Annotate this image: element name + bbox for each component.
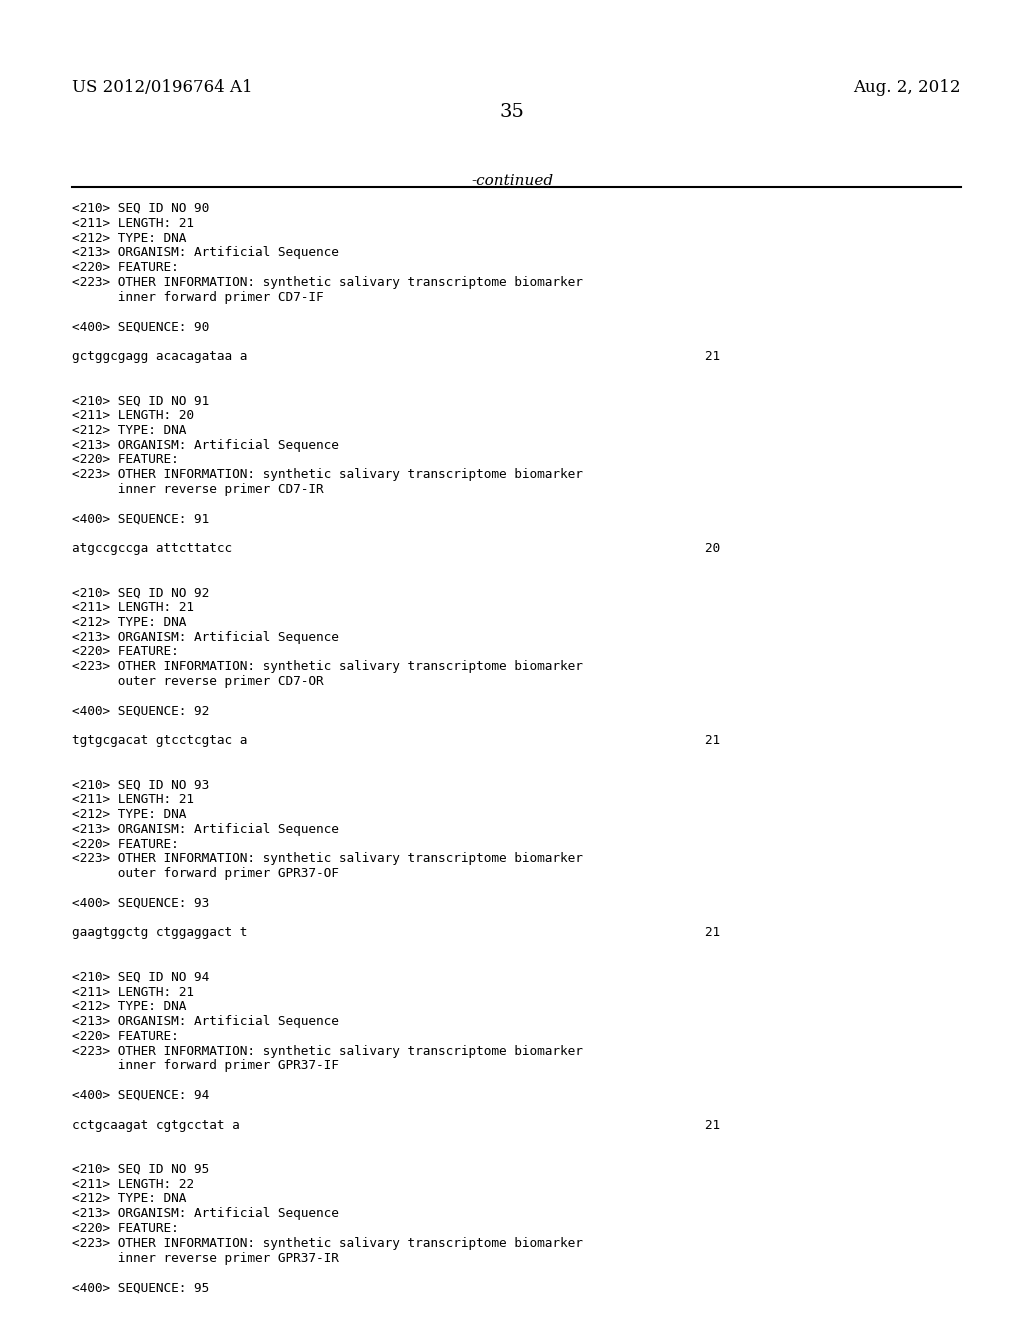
Text: <213> ORGANISM: Artificial Sequence: <213> ORGANISM: Artificial Sequence [72,822,339,836]
Text: outer reverse primer CD7-OR: outer reverse primer CD7-OR [72,675,324,688]
Text: <400> SEQUENCE: 94: <400> SEQUENCE: 94 [72,1089,209,1102]
Text: <400> SEQUENCE: 95: <400> SEQUENCE: 95 [72,1282,209,1294]
Text: <220> FEATURE:: <220> FEATURE: [72,838,178,850]
Text: <211> LENGTH: 21: <211> LENGTH: 21 [72,601,194,614]
Text: cctgcaagat cgtgcctat a                                                          : cctgcaagat cgtgcctat a [72,1118,720,1131]
Text: gctggcgagg acacagataa a                                                         : gctggcgagg acacagataa a [72,350,720,363]
Text: <213> ORGANISM: Artificial Sequence: <213> ORGANISM: Artificial Sequence [72,631,339,644]
Text: inner reverse primer GPR37-IR: inner reverse primer GPR37-IR [72,1251,339,1265]
Text: <220> FEATURE:: <220> FEATURE: [72,1222,178,1236]
Text: <223> OTHER INFORMATION: synthetic salivary transcriptome biomarker: <223> OTHER INFORMATION: synthetic saliv… [72,1044,583,1057]
Text: <223> OTHER INFORMATION: synthetic salivary transcriptome biomarker: <223> OTHER INFORMATION: synthetic saliv… [72,276,583,289]
Text: <223> OTHER INFORMATION: synthetic salivary transcriptome biomarker: <223> OTHER INFORMATION: synthetic saliv… [72,660,583,673]
Text: <212> TYPE: DNA: <212> TYPE: DNA [72,616,186,628]
Text: <223> OTHER INFORMATION: synthetic salivary transcriptome biomarker: <223> OTHER INFORMATION: synthetic saliv… [72,1237,583,1250]
Text: atgccgccga attcttatcc                                                           : atgccgccga attcttatcc [72,543,720,554]
Text: <211> LENGTH: 21: <211> LENGTH: 21 [72,216,194,230]
Text: <213> ORGANISM: Artificial Sequence: <213> ORGANISM: Artificial Sequence [72,1208,339,1220]
Text: <210> SEQ ID NO 91: <210> SEQ ID NO 91 [72,395,209,407]
Text: <212> TYPE: DNA: <212> TYPE: DNA [72,1001,186,1014]
Text: <223> OTHER INFORMATION: synthetic salivary transcriptome biomarker: <223> OTHER INFORMATION: synthetic saliv… [72,853,583,866]
Text: <210> SEQ ID NO 92: <210> SEQ ID NO 92 [72,586,209,599]
Text: <400> SEQUENCE: 92: <400> SEQUENCE: 92 [72,705,209,718]
Text: Aug. 2, 2012: Aug. 2, 2012 [853,79,961,96]
Text: <210> SEQ ID NO 94: <210> SEQ ID NO 94 [72,970,209,983]
Text: <211> LENGTH: 20: <211> LENGTH: 20 [72,409,194,422]
Text: inner forward primer CD7-IF: inner forward primer CD7-IF [72,290,324,304]
Text: <400> SEQUENCE: 90: <400> SEQUENCE: 90 [72,321,209,333]
Text: <223> OTHER INFORMATION: synthetic salivary transcriptome biomarker: <223> OTHER INFORMATION: synthetic saliv… [72,469,583,480]
Text: <211> LENGTH: 21: <211> LENGTH: 21 [72,793,194,807]
Text: <211> LENGTH: 22: <211> LENGTH: 22 [72,1177,194,1191]
Text: <210> SEQ ID NO 95: <210> SEQ ID NO 95 [72,1163,209,1176]
Text: tgtgcgacat gtcctcgtac a                                                         : tgtgcgacat gtcctcgtac a [72,734,720,747]
Text: <210> SEQ ID NO 90: <210> SEQ ID NO 90 [72,202,209,215]
Text: -continued: -continued [471,174,553,189]
Text: 35: 35 [500,103,524,121]
Text: <400> SEQUENCE: 93: <400> SEQUENCE: 93 [72,896,209,909]
Text: <400> SEQUENCE: 91: <400> SEQUENCE: 91 [72,512,209,525]
Text: inner reverse primer CD7-IR: inner reverse primer CD7-IR [72,483,324,496]
Text: outer forward primer GPR37-OF: outer forward primer GPR37-OF [72,867,339,880]
Text: <211> LENGTH: 21: <211> LENGTH: 21 [72,986,194,998]
Text: US 2012/0196764 A1: US 2012/0196764 A1 [72,79,252,96]
Text: <213> ORGANISM: Artificial Sequence: <213> ORGANISM: Artificial Sequence [72,438,339,451]
Text: <212> TYPE: DNA: <212> TYPE: DNA [72,1192,186,1205]
Text: <220> FEATURE:: <220> FEATURE: [72,645,178,659]
Text: <220> FEATURE:: <220> FEATURE: [72,1030,178,1043]
Text: <210> SEQ ID NO 93: <210> SEQ ID NO 93 [72,779,209,792]
Text: <212> TYPE: DNA: <212> TYPE: DNA [72,424,186,437]
Text: <220> FEATURE:: <220> FEATURE: [72,261,178,275]
Text: <213> ORGANISM: Artificial Sequence: <213> ORGANISM: Artificial Sequence [72,247,339,259]
Text: inner forward primer GPR37-IF: inner forward primer GPR37-IF [72,1060,339,1072]
Text: <213> ORGANISM: Artificial Sequence: <213> ORGANISM: Artificial Sequence [72,1015,339,1028]
Text: <212> TYPE: DNA: <212> TYPE: DNA [72,808,186,821]
Text: gaagtggctg ctggaggact t                                                         : gaagtggctg ctggaggact t [72,927,720,940]
Text: <220> FEATURE:: <220> FEATURE: [72,453,178,466]
Text: <212> TYPE: DNA: <212> TYPE: DNA [72,231,186,244]
